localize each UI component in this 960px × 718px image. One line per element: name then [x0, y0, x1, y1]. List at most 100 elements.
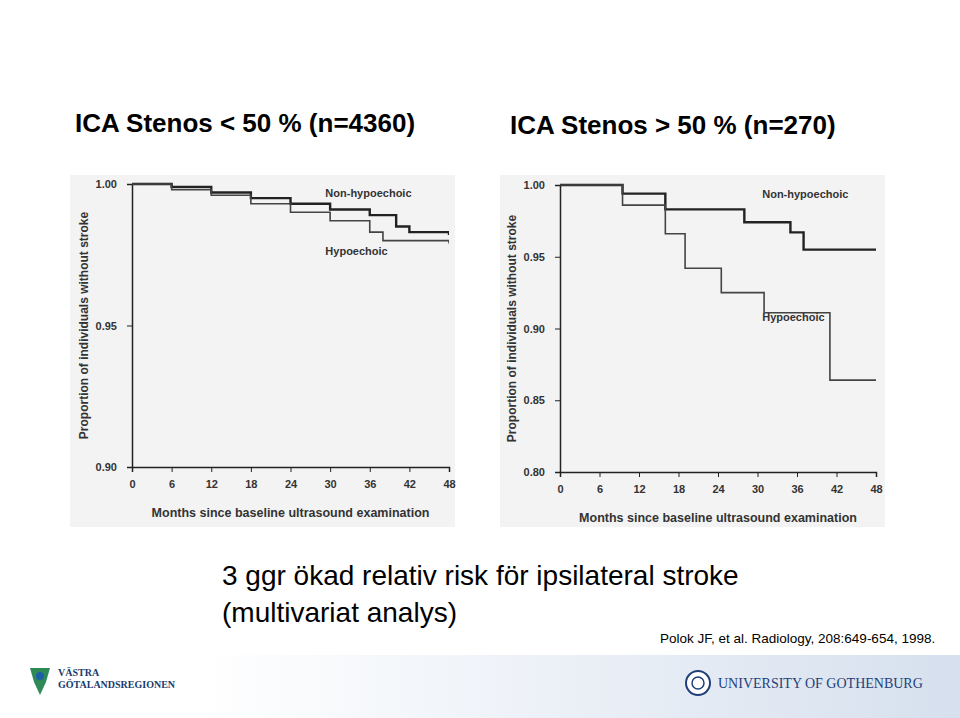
x-tick-label: 6 — [169, 478, 175, 490]
x-tick-mark — [758, 472, 759, 477]
x-tick-mark — [330, 467, 331, 472]
vgr-logo-text: VÄSTRA — [58, 666, 100, 678]
chart-background — [500, 175, 885, 527]
y-tick-label: 0.90 — [96, 461, 117, 473]
series-label: Hypoechoic — [325, 245, 387, 257]
series-label: Non-hypoechoic — [762, 188, 848, 200]
x-tick: 42 — [404, 467, 416, 490]
chart: ICA Stenos > 50 % (n=270)061218243036424… — [500, 110, 885, 527]
x-tick-label: 0 — [129, 478, 135, 490]
slide: ICA Stenos < 50 % (n=4360) 0 6 12 18 24 30 36 42… — [0, 0, 960, 718]
x-tick-mark — [639, 472, 640, 477]
x-tick: 18 — [673, 472, 685, 495]
vgr-logo: VÄSTRAGÖTALANDSREGIONEN — [30, 666, 176, 695]
series-label: Non-hypoechoic — [325, 187, 411, 199]
chart-title: ICA Stenos > 50 % (n=270) — [510, 110, 836, 140]
x-tick-mark — [876, 472, 877, 477]
x-tick: 48 — [443, 467, 455, 490]
vgr-logo-text: GÖTALANDSREGIONEN — [58, 678, 176, 690]
x-tick-label: 42 — [404, 478, 416, 490]
y-tick-mark — [555, 185, 560, 186]
plot-marks — [132, 184, 449, 243]
x-axis-line — [561, 473, 877, 478]
x-tick: 24 — [712, 472, 725, 495]
x-tick-mark — [370, 467, 371, 472]
x-axis: 0 6 12 18 24 30 36 42 48 — [129, 467, 455, 490]
y-axis-title: Proportion of individuals without stroke — [77, 212, 91, 440]
y-tick-mark — [555, 472, 560, 473]
x-tick-label: 36 — [364, 478, 376, 490]
x-tick-label: 30 — [752, 483, 764, 495]
x-tick: 42 — [831, 472, 843, 495]
x-tick-mark — [251, 467, 252, 472]
x-tick-mark — [409, 467, 410, 472]
y-tick-mark — [127, 184, 132, 185]
citation: Polok JF, et al. Radiology, 208:649-654,… — [660, 631, 935, 646]
x-tick: 30 — [752, 472, 764, 495]
x-tick: 30 — [325, 467, 337, 490]
x-tick-label: 24 — [285, 478, 298, 490]
x-tick: 18 — [245, 467, 257, 490]
y-tick: 0.95 — [96, 320, 132, 332]
x-tick-mark — [211, 467, 212, 472]
y-tick-label: 0.90 — [524, 323, 545, 335]
y-tick-mark — [127, 326, 132, 327]
vgr-icon — [30, 668, 50, 695]
y-tick: 0.90 — [96, 461, 132, 473]
caption: 3 ggr ökad relativ risk för ipsilateral … — [222, 560, 739, 591]
y-axis-line — [127, 185, 133, 468]
x-tick: 36 — [364, 467, 376, 490]
series-label: Hypoechoic — [762, 311, 824, 323]
x-tick: 36 — [791, 472, 803, 495]
x-tick-mark — [172, 467, 173, 472]
y-tick-label: 0.85 — [524, 394, 545, 406]
x-tick-label: 12 — [206, 478, 218, 490]
x-tick-label: 18 — [673, 483, 685, 495]
y-tick: 1.00 — [96, 178, 132, 190]
x-tick-label: 12 — [633, 483, 645, 495]
x-tick-mark — [449, 467, 450, 472]
x-tick-mark — [291, 467, 292, 472]
y-tick: 1.00 — [524, 179, 560, 191]
x-axis-title: Months since baseline ultrasound examina… — [579, 511, 857, 525]
university-logo: UNIVERSITY OF GOTHENBURG — [686, 671, 923, 695]
x-tick: 12 — [633, 472, 645, 495]
y-tick-mark — [555, 329, 560, 330]
y-tick: 0.95 — [524, 251, 560, 263]
chart-title: ICA Stenos < 50 % (n=4360) — [75, 108, 415, 138]
x-axis-title: Months since baseline ultrasound examina… — [152, 506, 430, 520]
y-tick-label: 0.95 — [524, 251, 545, 263]
y-tick: 0.90 — [524, 323, 560, 335]
footer-band — [200, 655, 960, 718]
caption: (multivariat analys) — [222, 597, 457, 628]
x-axis: 0612182430364248 — [557, 472, 882, 495]
x-tick-label: 6 — [597, 483, 603, 495]
y-tick-label: 0.80 — [524, 466, 545, 478]
y-tick: 0.80 — [524, 466, 560, 478]
x-tick: 6 — [597, 472, 603, 495]
x-tick-label: 18 — [245, 478, 257, 490]
x-tick-label: 48 — [443, 478, 455, 490]
x-axis-line — [133, 468, 450, 473]
university-name: UNIVERSITY OF GOTHENBURG — [718, 676, 923, 691]
y-axis-title: Proportion of individuals without stroke — [505, 215, 519, 443]
x-tick: 0 — [557, 472, 563, 495]
y-tick-mark — [127, 467, 132, 468]
x-tick-label: 24 — [712, 483, 725, 495]
survival-line — [132, 184, 449, 243]
y-axis-line — [555, 186, 561, 473]
x-tick-mark — [679, 472, 680, 477]
chart: ICA Stenos < 50 % (n=4360) 0 6 12 18 24 30 36 42… — [70, 108, 456, 527]
y-tick-label: 1.00 — [96, 178, 117, 190]
chart-background — [70, 175, 455, 527]
x-tick: 6 — [169, 467, 175, 490]
x-tick-mark — [600, 472, 601, 477]
x-tick-label: 0 — [557, 483, 563, 495]
x-tick-label: 36 — [791, 483, 803, 495]
x-tick-label: 42 — [831, 483, 843, 495]
y-axis: 0.80 0.85 0.90 0.95 1.00 — [524, 179, 561, 478]
x-tick: 0 — [129, 467, 135, 490]
survival-line — [560, 185, 876, 250]
x-tick-label: 30 — [325, 478, 337, 490]
x-tick: 24 — [285, 467, 298, 490]
